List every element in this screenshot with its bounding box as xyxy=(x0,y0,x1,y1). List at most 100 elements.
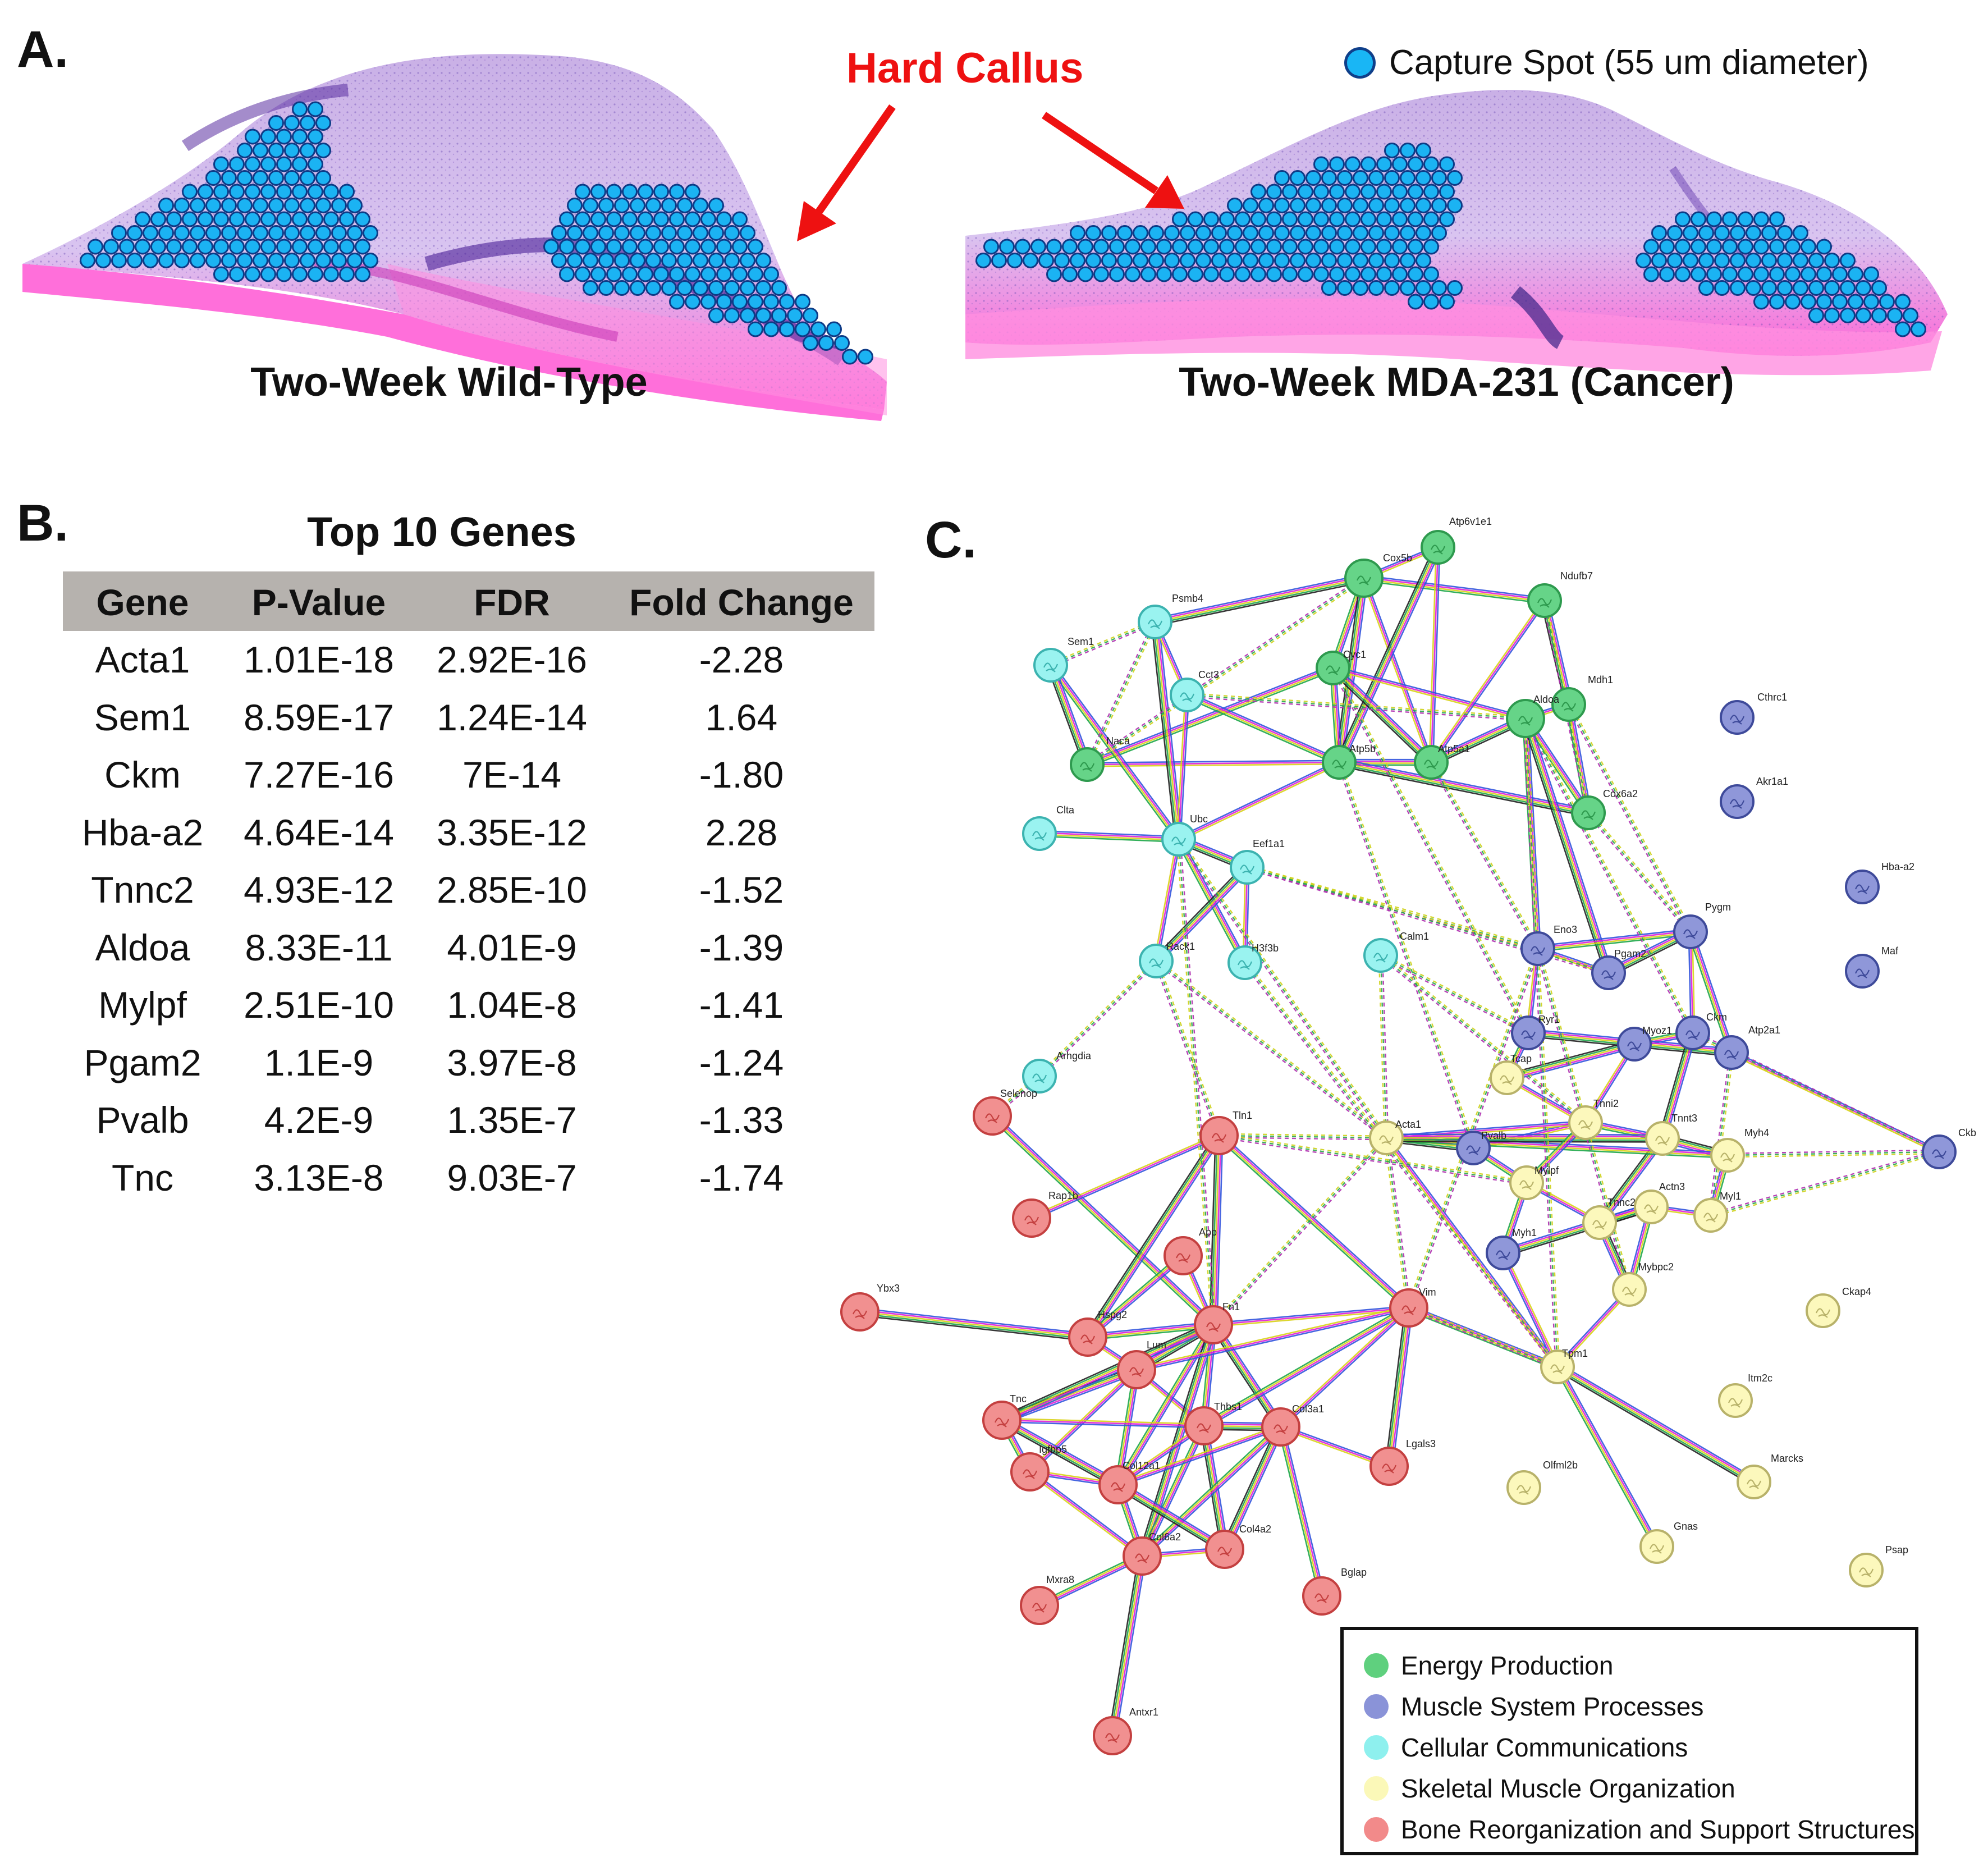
network-node[interactable]: Arhgdia xyxy=(1022,1050,1092,1094)
node-label: Tnnc2 xyxy=(1607,1197,1636,1208)
network-node[interactable]: Tnnc2 xyxy=(1582,1197,1636,1240)
network-node[interactable]: Antxr1 xyxy=(1093,1707,1158,1755)
network-node[interactable]: Fn1 xyxy=(1194,1301,1240,1344)
network-node[interactable]: Col4a2 xyxy=(1205,1524,1271,1569)
legend-item: Cellular Communications xyxy=(1364,1727,1915,1768)
capture-spot xyxy=(111,225,127,241)
network-node[interactable]: Ubc xyxy=(1161,813,1208,857)
network-node[interactable]: Tln1 xyxy=(1199,1110,1252,1155)
network-node[interactable]: Cthrc1 xyxy=(1720,692,1787,735)
network-node[interactable]: Pvalb xyxy=(1456,1130,1506,1165)
network-node[interactable]: Ckm xyxy=(1675,1012,1727,1050)
network-node[interactable]: Pygm xyxy=(1673,902,1731,949)
network-node[interactable]: Psmb4 xyxy=(1138,593,1203,639)
node-label: Atp6v1e1 xyxy=(1449,516,1492,527)
network-node[interactable]: Col12a1 xyxy=(1098,1460,1160,1504)
network-node[interactable]: Tcap xyxy=(1490,1053,1532,1095)
network-node[interactable]: Cox6a2 xyxy=(1571,788,1638,830)
network-node[interactable]: Myh4 xyxy=(1710,1127,1769,1173)
network-node[interactable]: Rack1 xyxy=(1139,941,1195,978)
network-node[interactable]: Hba-a2 xyxy=(1845,861,1914,904)
network-node[interactable]: Selenop xyxy=(973,1088,1037,1136)
network-node[interactable]: Ryr1 xyxy=(1511,1014,1560,1050)
network-edge xyxy=(1118,1325,1215,1486)
network-node[interactable]: Olfml2b xyxy=(1506,1460,1578,1505)
network-node[interactable]: Tnc xyxy=(982,1393,1027,1440)
cell-gene: Mylpf xyxy=(98,984,187,1026)
network-node[interactable]: Eno3 xyxy=(1520,924,1577,966)
network-node[interactable]: Lum xyxy=(1117,1339,1166,1389)
network-edge xyxy=(1386,1141,1662,1143)
network-node[interactable]: App xyxy=(1164,1227,1217,1275)
capture-spot xyxy=(88,239,103,255)
network-node[interactable]: Atp6v1e1 xyxy=(1421,516,1492,565)
node-label: App xyxy=(1199,1227,1217,1238)
network-node[interactable]: Thbs1 xyxy=(1184,1401,1242,1445)
capture-spot xyxy=(999,239,1015,255)
network-node[interactable]: Bglap xyxy=(1302,1567,1367,1616)
network-node[interactable]: Myh1 xyxy=(1486,1227,1537,1270)
network-node[interactable]: Acta1 xyxy=(1369,1119,1421,1155)
network-node[interactable]: Myl1 xyxy=(1693,1191,1741,1233)
network-node[interactable]: Gnas xyxy=(1639,1521,1698,1564)
network-node[interactable]: Tnnt3 xyxy=(1645,1113,1697,1156)
capture-spot xyxy=(276,129,292,145)
node-label: Cct3 xyxy=(1198,669,1219,680)
network-node[interactable]: Actn3 xyxy=(1634,1181,1685,1224)
capture-spot xyxy=(323,239,339,255)
network-node[interactable]: Akr1a1 xyxy=(1720,776,1788,819)
network-node[interactable]: Ckb xyxy=(1922,1127,1976,1169)
capture-spot xyxy=(1101,253,1117,268)
network-node[interactable]: Mybpc2 xyxy=(1612,1261,1674,1307)
network-node[interactable]: Mxra8 xyxy=(1020,1574,1074,1625)
node-label: Vim xyxy=(1419,1287,1436,1298)
network-node[interactable]: Aldoa xyxy=(1506,694,1560,738)
network-node[interactable]: Ckap4 xyxy=(1806,1286,1871,1328)
network-edge xyxy=(1203,1306,1409,1426)
network-node[interactable]: Itm2c xyxy=(1718,1373,1772,1418)
capture-spot xyxy=(669,184,685,200)
network-dashed-edge xyxy=(1247,864,1610,972)
network-node[interactable]: Vim xyxy=(1389,1287,1436,1328)
network-node[interactable]: Hspg2 xyxy=(1068,1309,1127,1357)
protein-structure-glyph xyxy=(984,1113,1000,1123)
network-node[interactable]: Igfbp5 xyxy=(1010,1444,1067,1492)
network-node[interactable]: Rap1b xyxy=(1012,1190,1078,1238)
network-node[interactable]: Atp2a1 xyxy=(1714,1024,1780,1070)
network-node[interactable]: Mylpf xyxy=(1509,1165,1559,1200)
network-node[interactable]: Tnni2 xyxy=(1568,1098,1619,1140)
capture-spot xyxy=(190,225,205,241)
network-dashed-edge xyxy=(1727,1149,1939,1155)
network-node[interactable]: Sem1 xyxy=(1033,636,1094,683)
network-node[interactable]: Ndufb7 xyxy=(1527,570,1593,618)
capture-spot xyxy=(1321,225,1337,241)
network-node[interactable]: Cox5b xyxy=(1344,552,1412,598)
network-node[interactable]: Tpm1 xyxy=(1540,1348,1588,1384)
network-node[interactable]: Pgam2 xyxy=(1591,948,1646,990)
capture-spot xyxy=(1243,225,1258,241)
network-node[interactable]: Maf xyxy=(1845,945,1899,989)
capture-spot xyxy=(1777,280,1793,296)
capture-spot xyxy=(575,266,590,282)
network-node[interactable]: Atp5b xyxy=(1322,743,1376,780)
table-row: Hba-a2 4.64E-14 3.35E-12 2.28 xyxy=(63,804,874,862)
network-node[interactable]: Col6a2 xyxy=(1123,1531,1181,1576)
network-node[interactable]: Cct3 xyxy=(1170,669,1219,712)
network-node[interactable]: Ybx3 xyxy=(840,1283,900,1332)
network-node[interactable]: Cyc1 xyxy=(1316,649,1366,685)
network-node[interactable]: Eef1a1 xyxy=(1230,838,1285,885)
capture-spot xyxy=(308,184,323,200)
network-node[interactable]: Col3a1 xyxy=(1261,1403,1324,1447)
network-node[interactable]: Lgals3 xyxy=(1369,1438,1436,1486)
network-node[interactable]: Psap xyxy=(1849,1544,1908,1587)
network-node[interactable]: Clta xyxy=(1022,804,1075,851)
network-node[interactable]: Atp5a1 xyxy=(1414,743,1470,780)
network-node[interactable]: Myoz1 xyxy=(1617,1025,1672,1062)
network-node[interactable]: H3f3b xyxy=(1227,943,1279,980)
network-node[interactable]: Marcks xyxy=(1737,1453,1803,1499)
network-node[interactable]: Naca xyxy=(1070,735,1130,782)
network-node[interactable]: Mdh1 xyxy=(1551,674,1613,722)
network-node[interactable]: Calm1 xyxy=(1363,931,1429,973)
network-dashed-edge xyxy=(1708,1052,1731,1215)
network-edge xyxy=(1361,578,1431,763)
